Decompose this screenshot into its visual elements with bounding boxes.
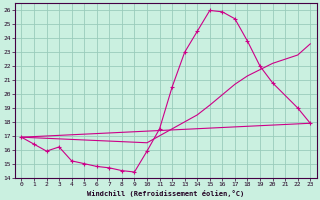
X-axis label: Windchill (Refroidissement éolien,°C): Windchill (Refroidissement éolien,°C) bbox=[87, 190, 244, 197]
